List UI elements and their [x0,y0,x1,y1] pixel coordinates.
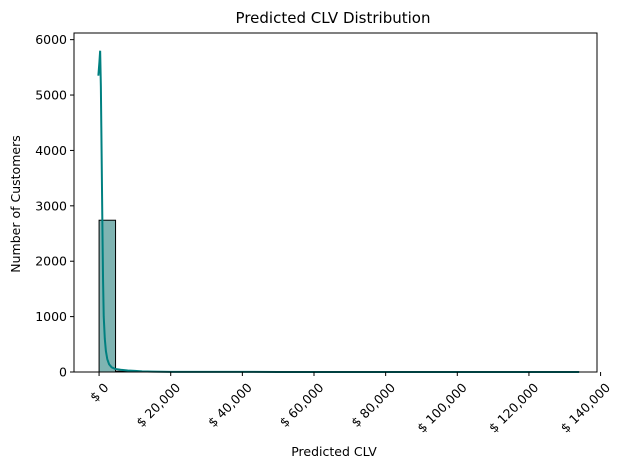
x-tick-label: $ 140,000 [557,380,613,436]
plot-frame [73,32,598,373]
y-tick-label: 1000 [35,309,67,324]
x-tick-label: $ 100,000 [414,380,470,436]
x-axis-ticks: $ 0 $ 20,000 $ 40,000 $ 60,000 $ 80,000 $ 100… [87,372,613,435]
chart-title: Predicted CLV Distribution [236,9,431,27]
y-tick-label: 2000 [35,254,67,269]
kde-curve [97,50,580,373]
y-tick-label: 3000 [35,198,67,213]
x-tick-label: $ 60,000 [277,380,327,430]
y-tick-label: 5000 [35,88,67,103]
x-axis-title: Predicted CLV [291,444,377,459]
y-tick-label: 0 [59,365,67,380]
histogram-bars [98,219,580,373]
x-tick-label: $ 80,000 [348,380,398,430]
histogram-bar [98,219,117,373]
axes-frame [73,32,598,373]
y-axis-title: Number of Customers [8,135,23,272]
y-tick-label: 4000 [35,143,67,158]
y-axis-ticks: 0 1000 2000 3000 4000 5000 6000 [35,32,74,380]
x-tick-label: $ 40,000 [205,380,255,430]
x-tick-label: $ 120,000 [486,380,542,436]
x-tick-label: $ 0 [87,380,112,405]
x-tick-label: $ 20,000 [133,380,183,430]
y-tick-label: 6000 [35,32,67,47]
